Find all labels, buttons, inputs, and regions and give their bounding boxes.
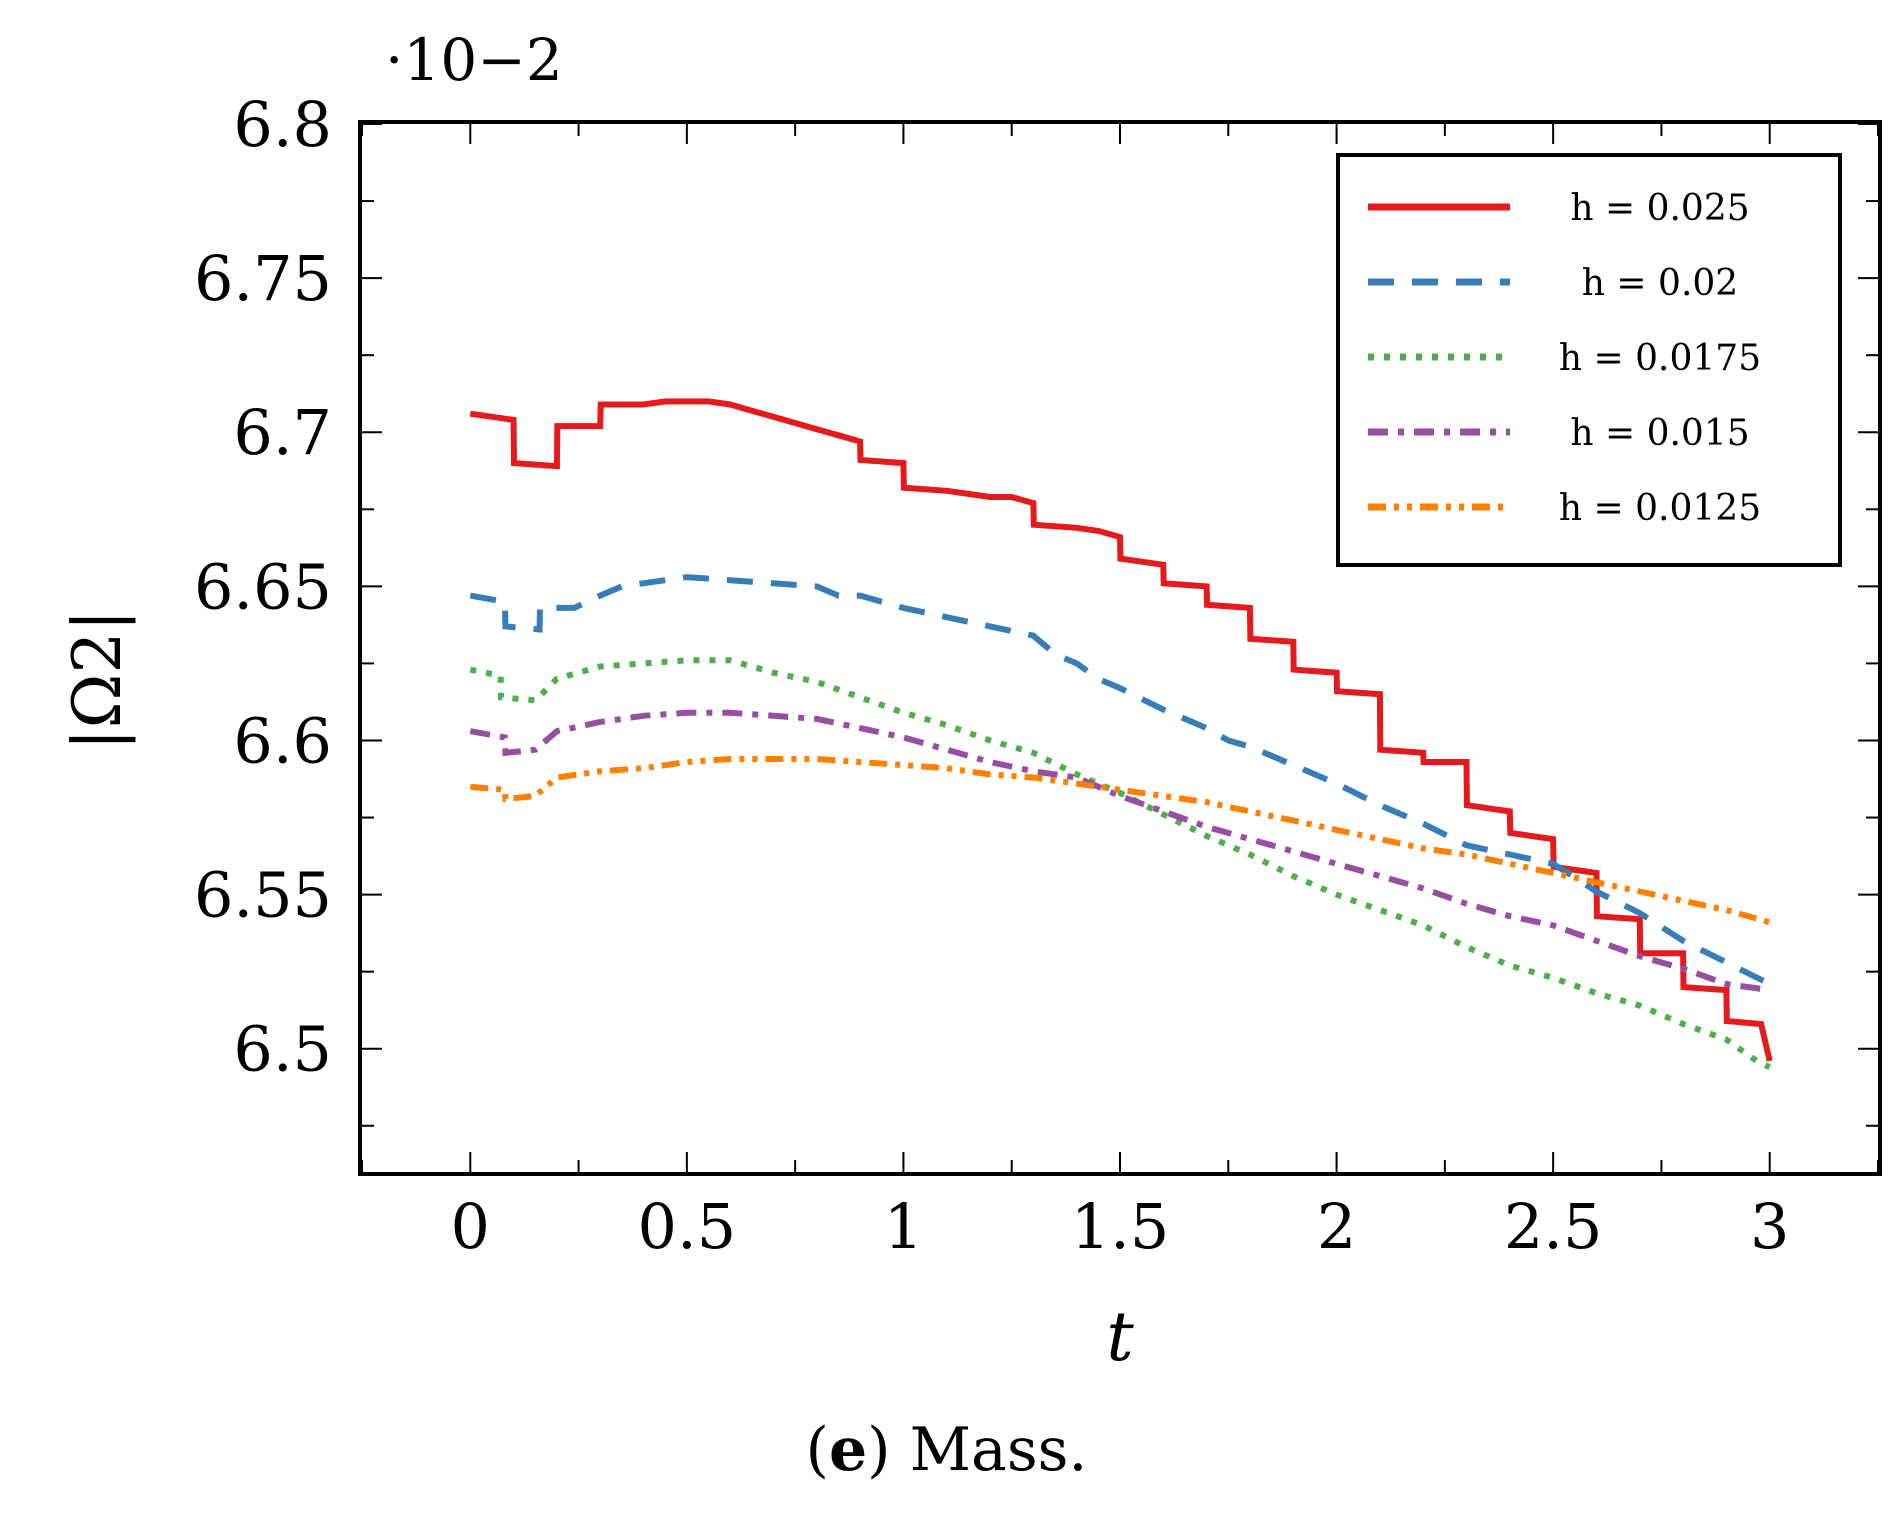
x-tick-label: 0.5	[638, 1190, 737, 1263]
x-tick-label: 1	[884, 1190, 923, 1263]
x-tick-labels: 0 0.5 1 1.5 2 2.5 3	[451, 1190, 1790, 1263]
legend-label: h = 0.015	[1570, 413, 1749, 454]
y-tick-label: 6.8	[233, 88, 332, 161]
series-line-h-0.02	[469, 574, 1772, 987]
x-tick-label: 2.5	[1504, 1190, 1603, 1263]
y-axis-label: |Ω2|	[59, 609, 136, 750]
legend-label: h = 0.025	[1570, 188, 1749, 229]
y-tick-label: 6.65	[194, 550, 332, 623]
x-tick-label: 0	[451, 1190, 490, 1263]
y-tick-label: 6.6	[233, 704, 332, 777]
y-tick-label: 6.5	[233, 1013, 332, 1086]
x-axis-label: t	[1106, 1298, 1134, 1377]
legend: h = 0.025 h = 0.02 h = 0.0175 h = 0.015 h = …	[1336, 153, 1842, 567]
x-tick-label: 3	[1750, 1190, 1789, 1263]
legend-label: h = 0.0125	[1559, 488, 1761, 529]
figure-caption: (e) Mass.	[805, 1415, 1088, 1485]
y-tick-labels: 6.5 6.55 6.6 6.65 6.7 6.75 6.8	[194, 88, 332, 1086]
x-tick-label: 2	[1317, 1190, 1356, 1263]
series-line-h-0.0175	[469, 657, 1771, 1070]
series-lines	[469, 398, 1773, 1070]
x-tick-label: 1.5	[1071, 1190, 1170, 1263]
caption-text: Mass.	[890, 1415, 1088, 1485]
y-tick-label: 6.55	[194, 859, 332, 932]
legend-label: h = 0.02	[1582, 263, 1738, 304]
plot-frame	[358, 120, 1882, 1176]
caption-label: e	[828, 1415, 868, 1485]
series-line-h-0.0125	[470, 756, 1771, 926]
y-tick-marks	[362, 123, 1878, 1127]
series-line-h-0.015	[469, 709, 1771, 994]
y-tick-label: 6.75	[194, 242, 332, 315]
y-scale-note: ·10−2	[385, 26, 563, 94]
y-tick-label: 6.7	[233, 396, 332, 469]
legend-label: h = 0.0175	[1559, 338, 1761, 379]
